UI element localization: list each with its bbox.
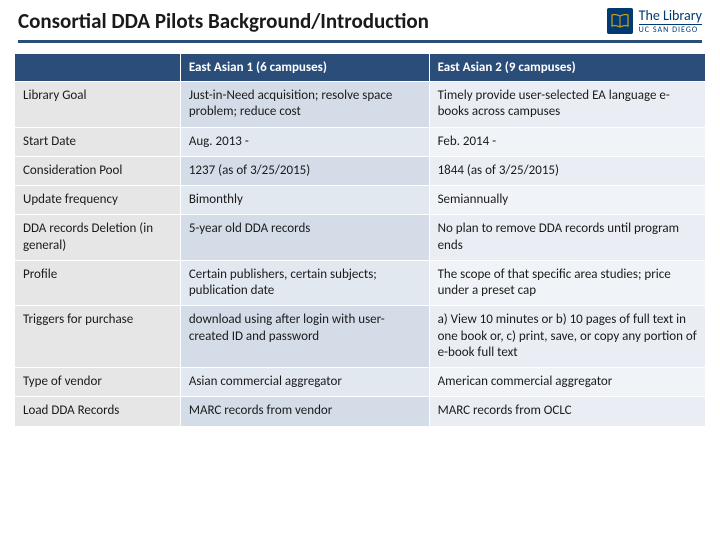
header-col2: East Asian 2 (9 campuses): [429, 54, 705, 82]
row-label: Profile: [15, 260, 181, 306]
cell-c2: 1844 (as of 3/25/2015): [429, 156, 705, 185]
cell-c1: Just-in-Need acquisition; resolve space …: [180, 82, 429, 128]
row-label: Triggers for purchase: [15, 306, 181, 368]
table-row: Load DDA Records MARC records from vendo…: [15, 397, 706, 426]
cell-c2: a) View 10 minutes or b) 10 pages of ful…: [429, 306, 705, 368]
logo-sub-text: UC SAN DIEGO: [639, 24, 702, 34]
cell-c1: MARC records from vendor: [180, 397, 429, 426]
cell-c2: Timely provide user-selected EA language…: [429, 82, 705, 128]
cell-c2: American commercial aggregator: [429, 368, 705, 397]
cell-c1: download using after login with user-cre…: [180, 306, 429, 368]
book-icon: [607, 8, 633, 34]
header-col1: East Asian 1 (6 campuses): [180, 54, 429, 82]
table-body: Library Goal Just-in-Need acquisition; r…: [15, 82, 706, 427]
cell-c2: No plan to remove DDA records until prog…: [429, 215, 705, 261]
table-header-row: East Asian 1 (6 campuses) East Asian 2 (…: [15, 54, 706, 82]
library-logo: The Library UC SAN DIEGO: [607, 8, 702, 34]
table-row: Consideration Pool 1237 (as of 3/25/2015…: [15, 156, 706, 185]
table-row: Triggers for purchase download using aft…: [15, 306, 706, 368]
cell-c1: 5-year old DDA records: [180, 215, 429, 261]
table-row: Start Date Aug. 2013 - Feb. 2014 -: [15, 127, 706, 156]
table-container: East Asian 1 (6 campuses) East Asian 2 (…: [0, 53, 720, 427]
table-row: Library Goal Just-in-Need acquisition; r…: [15, 82, 706, 128]
table-row: Update frequency Bimonthly Semiannually: [15, 186, 706, 215]
cell-c1: 1237 (as of 3/25/2015): [180, 156, 429, 185]
slide-title: Consortial DDA Pilots Background/Introdu…: [18, 8, 429, 34]
table-row: Profile Certain publishers, certain subj…: [15, 260, 706, 306]
cell-c1: Asian commercial aggregator: [180, 368, 429, 397]
title-underline: [18, 40, 702, 43]
slide-header: Consortial DDA Pilots Background/Introdu…: [0, 0, 720, 38]
cell-c1: Aug. 2013 -: [180, 127, 429, 156]
row-label: Update frequency: [15, 186, 181, 215]
logo-main-text: The Library: [639, 9, 702, 23]
table-row: Type of vendor Asian commercial aggregat…: [15, 368, 706, 397]
row-label: DDA records Deletion (in general): [15, 215, 181, 261]
cell-c2: Semiannually: [429, 186, 705, 215]
cell-c1: Bimonthly: [180, 186, 429, 215]
header-empty: [15, 54, 181, 82]
row-label: Library Goal: [15, 82, 181, 128]
table-row: DDA records Deletion (in general) 5-year…: [15, 215, 706, 261]
logo-text: The Library UC SAN DIEGO: [639, 9, 702, 34]
cell-c2: Feb. 2014 -: [429, 127, 705, 156]
row-label: Load DDA Records: [15, 397, 181, 426]
cell-c1: Certain publishers, certain subjects; pu…: [180, 260, 429, 306]
cell-c2: MARC records from OCLC: [429, 397, 705, 426]
row-label: Type of vendor: [15, 368, 181, 397]
row-label: Consideration Pool: [15, 156, 181, 185]
comparison-table: East Asian 1 (6 campuses) East Asian 2 (…: [14, 53, 706, 427]
cell-c2: The scope of that specific area studies;…: [429, 260, 705, 306]
row-label: Start Date: [15, 127, 181, 156]
